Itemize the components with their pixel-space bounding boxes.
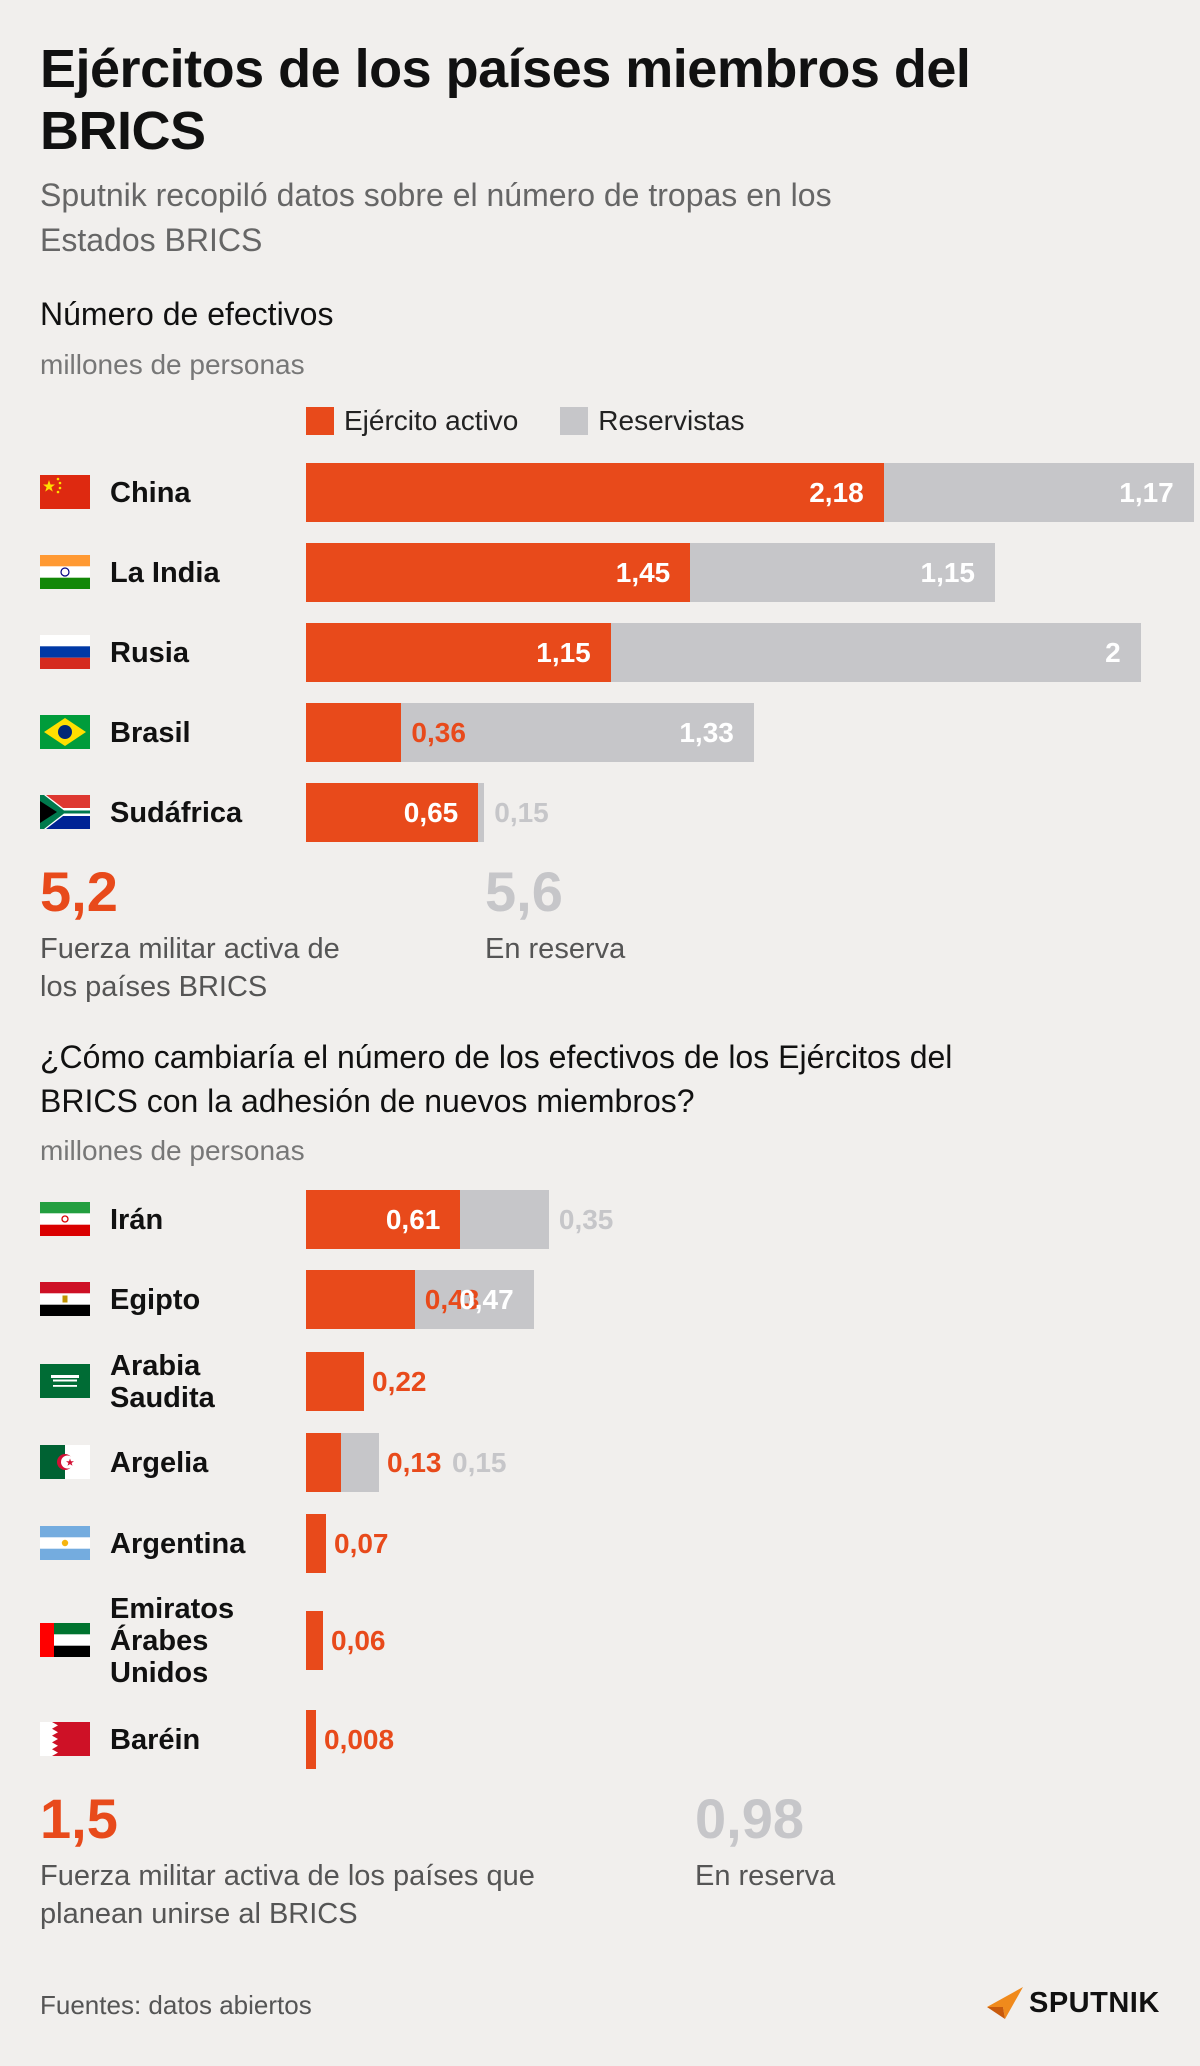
country-label: Argelia: [110, 1446, 209, 1479]
legend-active-label: Ejército activo: [344, 405, 519, 436]
value-label-reserve: 1,15: [920, 557, 976, 588]
chart1-title: Número de efectivos: [40, 296, 334, 332]
bar-active: [306, 1270, 415, 1329]
country-label: Emiratos Árabes Unidos: [110, 1592, 235, 1689]
country-label: Arabia Saudita: [110, 1349, 215, 1414]
legend-reserve: Reservistas: [560, 405, 745, 437]
page-subtitle: Sputnik recopiló datos sobre el número d…: [40, 177, 832, 258]
sources-note: Fuentes: datos abiertos: [40, 1990, 312, 2020]
bar-reserve: [478, 783, 485, 842]
chart2-total-reserve-caption: En reserva: [695, 1860, 836, 1892]
chart2-total-active: 1,5: [40, 1787, 118, 1850]
uae-flag-icon: [40, 1623, 90, 1657]
bar-active: [306, 463, 884, 522]
bar-active: [306, 543, 691, 602]
bar-active: [306, 1611, 323, 1670]
bar-reserve: [690, 543, 995, 602]
chart2-title: ¿Cómo cambiaría el número de los efectiv…: [40, 1039, 953, 1119]
brazil-flag-icon: [40, 715, 90, 749]
argentina-flag-icon: [40, 1526, 90, 1560]
bar-reserve: [610, 623, 1141, 682]
value-label-reserve: 0,15: [452, 1447, 507, 1478]
value-label-active: 1,45: [615, 557, 671, 588]
chart2-total-reserve: 0,98: [695, 1787, 804, 1850]
bar-reserve: [401, 703, 754, 762]
page-title: Ejércitos de los países miembros del BRI…: [40, 39, 971, 161]
chart1-legend: Ejército activo Reservistas: [306, 405, 787, 437]
egypt-flag-icon: [40, 1282, 90, 1316]
chart1-total-active: 5,2: [40, 860, 118, 923]
value-label-active: 0,06: [331, 1625, 386, 1656]
value-label-active: 0,22: [372, 1366, 427, 1397]
bar-active: [306, 1190, 461, 1249]
sputnik-logo[interactable]: SPUTNIK: [985, 1985, 1160, 2021]
bar-reserve: [883, 463, 1194, 522]
value-label-active: 0,07: [334, 1528, 389, 1559]
sputnik-star-icon: [987, 1987, 1023, 2019]
country-label: La India: [110, 556, 220, 589]
bar-active: [306, 703, 402, 762]
value-label-active: 0,61: [385, 1204, 441, 1235]
bar-reserve: [341, 1433, 379, 1492]
saudi-arabia-flag-icon: [40, 1364, 90, 1398]
chart1-total-reserve-caption: En reserva: [485, 933, 626, 965]
bar-active: [306, 1352, 364, 1411]
value-label-reserve: 0,47: [459, 1284, 514, 1315]
country-label: Irán: [110, 1203, 164, 1236]
bar-active: [306, 783, 479, 842]
country-label: China: [110, 476, 191, 509]
country-label: Egipto: [110, 1283, 201, 1316]
country-label: Sudáfrica: [110, 796, 243, 829]
value-label-reserve: 0,35: [558, 1204, 614, 1235]
value-label-active: 2,18: [809, 477, 864, 508]
chart2-unit: millones de personas: [40, 1135, 305, 1166]
value-label-reserve: 0,15: [494, 797, 549, 828]
chart2-total-active-caption: Fuerza militar activa de los países que …: [40, 1860, 535, 1930]
country-label: Rusia: [110, 636, 189, 669]
india-flag-icon: [40, 555, 90, 589]
russia-flag-icon: [40, 635, 90, 669]
value-label-reserve: 1,17: [1119, 477, 1174, 508]
bahrain-flag-icon: [40, 1722, 90, 1756]
value-label-active: 0,43: [424, 1284, 480, 1315]
iran-flag-icon: [40, 1202, 90, 1236]
value-label-active: 0,65: [403, 797, 459, 828]
bar-reserve: [460, 1190, 549, 1249]
south-africa-flag-icon: [40, 795, 90, 829]
bar-active: [306, 1514, 326, 1573]
country-label: Baréin: [110, 1723, 201, 1756]
chart1-total-reserve: 5,6: [485, 860, 563, 923]
chart1-unit: millones de personas: [40, 349, 305, 380]
legend-reserve-swatch: [560, 407, 589, 435]
country-label: Brasil: [110, 716, 191, 749]
value-label-reserve: 1,33: [679, 717, 734, 748]
country-label: Argentina: [110, 1527, 246, 1560]
algeria-flag-icon: [40, 1445, 90, 1479]
value-label-active: 0,36: [411, 717, 466, 748]
legend-active-swatch: [306, 407, 334, 435]
value-label-active: 0,008: [324, 1724, 395, 1755]
legend-reserve-label: Reservistas: [598, 405, 745, 436]
value-label-reserve: 2: [1105, 637, 1121, 668]
legend-active: Ejército activo: [306, 405, 518, 437]
brand-name: SPUTNIK: [1029, 1986, 1160, 2019]
value-label-active: 1,15: [536, 637, 591, 668]
china-flag-icon: [40, 475, 90, 509]
value-label-active: 0,13: [387, 1447, 442, 1478]
bar-active: [306, 1710, 316, 1769]
bar-active: [306, 1433, 341, 1492]
chart1-total-active-caption: Fuerza militar activa de los países BRIC…: [40, 933, 340, 1003]
bar-reserve: [414, 1270, 534, 1329]
bar-active: [306, 623, 611, 682]
